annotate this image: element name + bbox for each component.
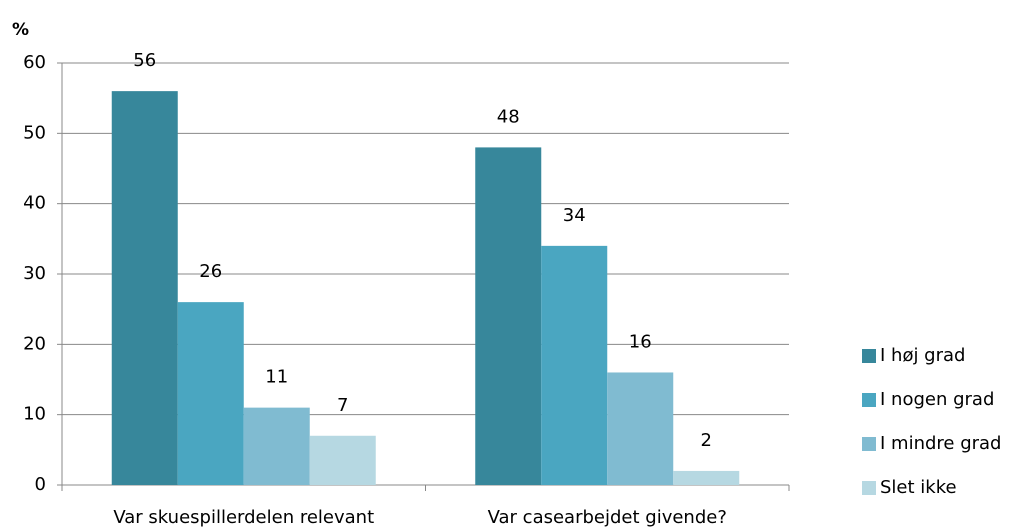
- bar: [243, 407, 310, 485]
- bar: [111, 91, 178, 485]
- legend-label: I nogen grad: [880, 389, 994, 410]
- y-tick-label: 10: [23, 404, 46, 425]
- data-label: 7: [337, 395, 348, 416]
- bar: [607, 372, 674, 485]
- legend-swatch: [862, 349, 876, 363]
- y-axis-label: %: [12, 20, 29, 40]
- y-tick-label: 20: [23, 333, 46, 354]
- bar: [475, 147, 542, 485]
- data-label: 34: [563, 205, 586, 226]
- bar: [541, 245, 608, 485]
- data-label: 11: [265, 367, 288, 388]
- data-label: 2: [701, 430, 712, 451]
- data-label: 56: [133, 50, 156, 71]
- y-tick-label: 60: [23, 52, 46, 73]
- data-label: 48: [497, 106, 520, 127]
- bar: [309, 435, 376, 485]
- legend-swatch: [862, 481, 876, 495]
- data-label: 16: [629, 331, 652, 352]
- x-tick-label: Var skuespillerdelen relevant: [113, 507, 374, 528]
- data-label: 26: [199, 261, 222, 282]
- legend-swatch: [862, 437, 876, 451]
- x-tick-label: Var casearbejdet givende?: [488, 507, 727, 528]
- bar: [177, 302, 244, 485]
- y-tick-label: 0: [35, 474, 46, 495]
- legend-swatch: [862, 393, 876, 407]
- legend-label: I mindre grad: [880, 433, 1001, 454]
- y-tick-label: 50: [23, 122, 46, 143]
- bar: [673, 470, 740, 485]
- legend-label: Slet ikke: [880, 477, 957, 498]
- y-tick-label: 40: [23, 193, 46, 214]
- legend-label: I høj grad: [880, 345, 965, 366]
- y-tick-label: 30: [23, 263, 46, 284]
